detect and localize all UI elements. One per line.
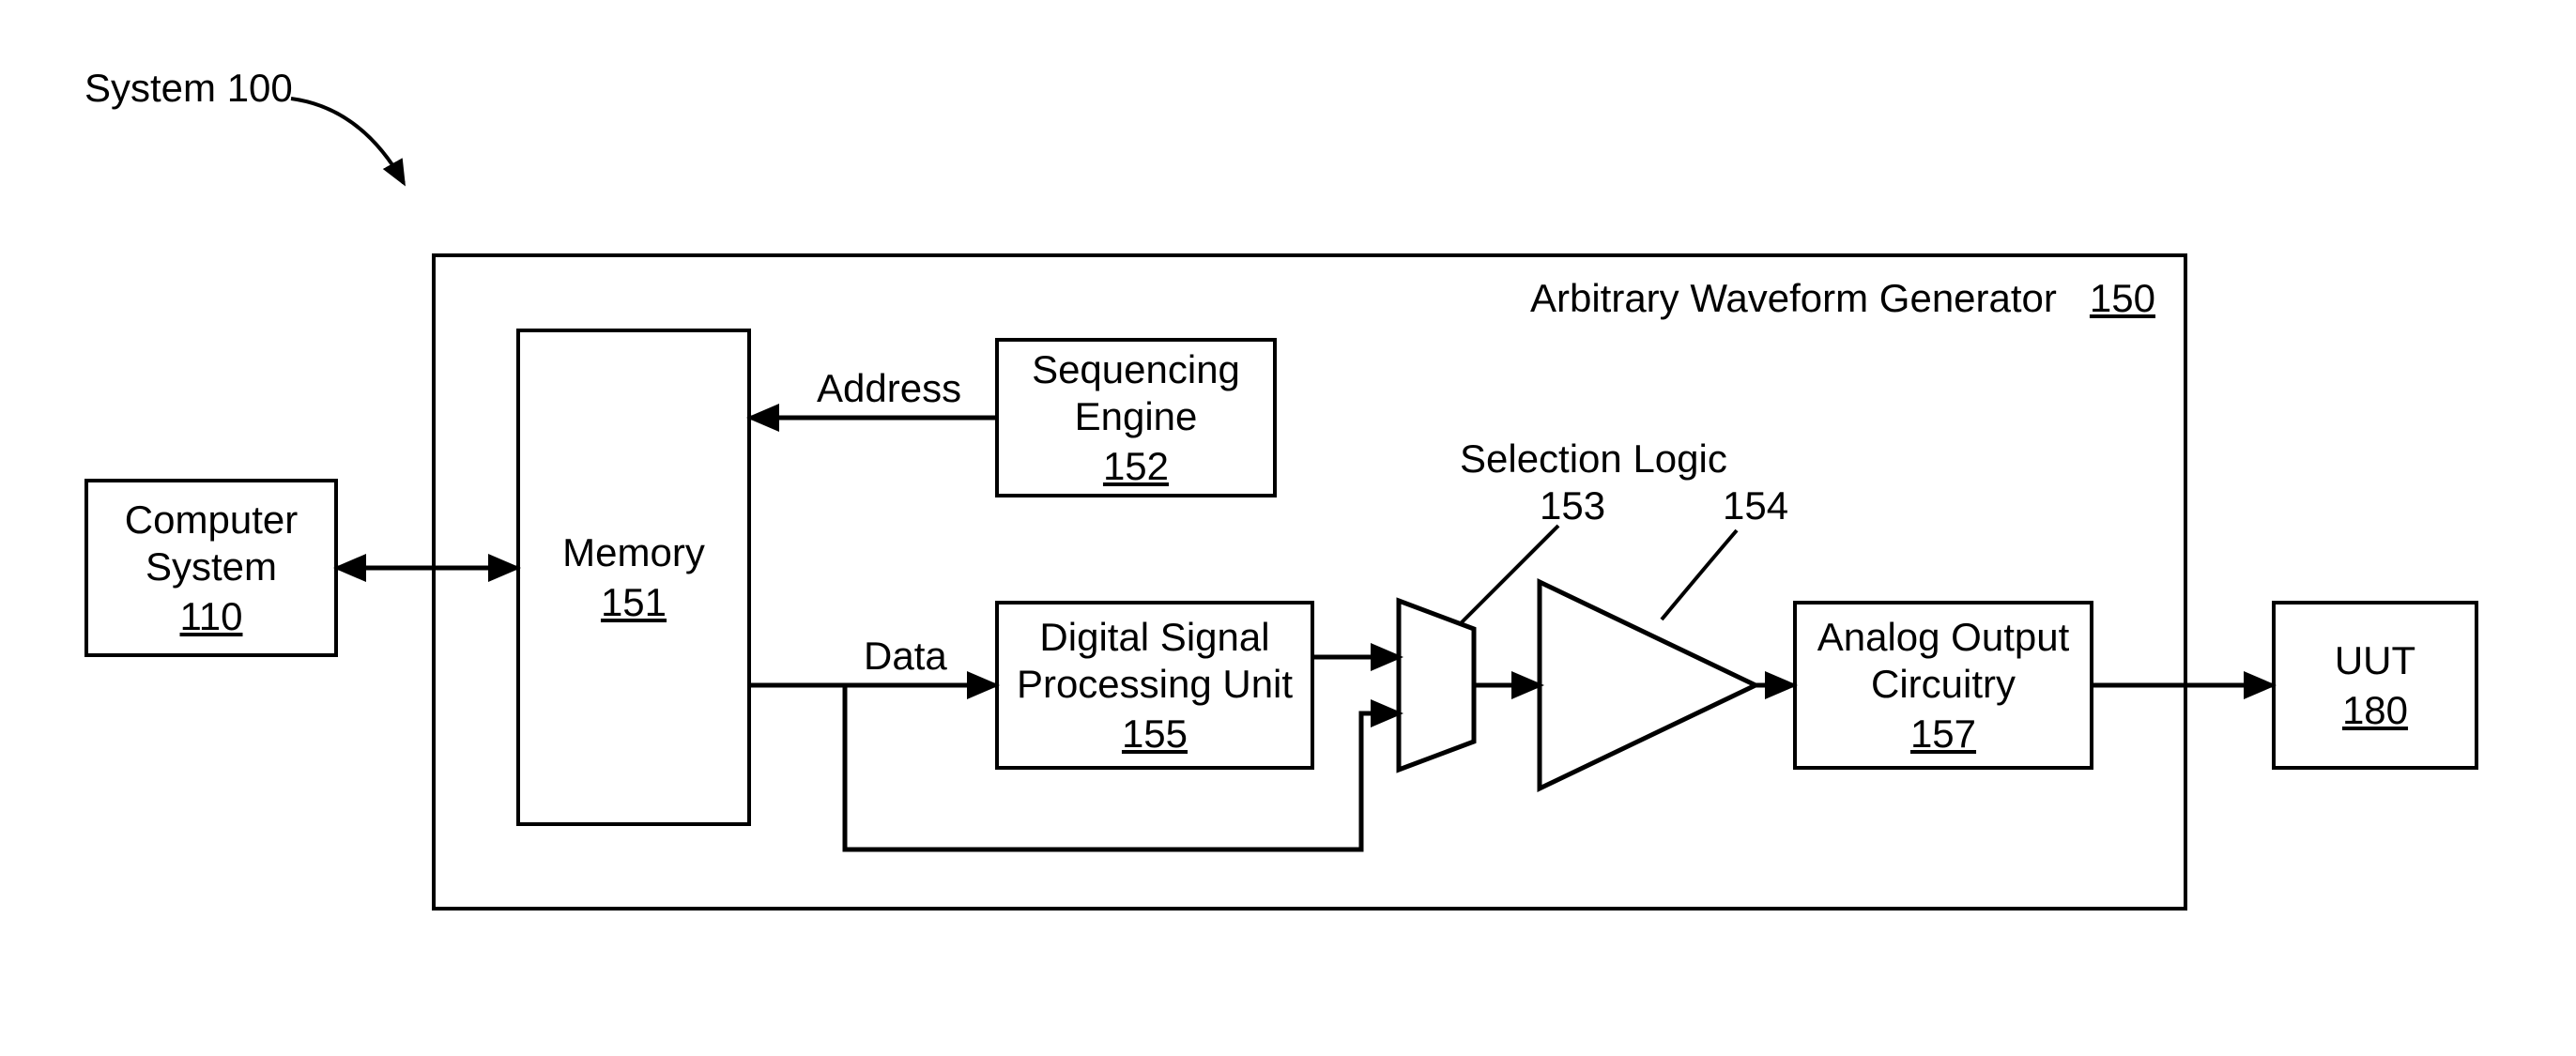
seq-num: 152: [1103, 444, 1169, 489]
sequencing-engine-block: Sequencing Engine 152: [995, 338, 1277, 497]
awg-title: Arbitrary Waveform Generator 150: [1530, 276, 2155, 321]
system-diagram: System 100 Arbitrary Waveform Generator …: [0, 0, 2576, 1056]
callout-title-arrow: [291, 99, 404, 183]
analog-num: 157: [1910, 712, 1976, 757]
diagram-title: System 100: [84, 66, 293, 111]
selection-logic-num: 153: [1540, 483, 1605, 528]
seq-line1: Sequencing: [1032, 346, 1240, 393]
data-label: Data: [864, 634, 947, 679]
cs-num: 110: [180, 594, 243, 639]
uut-line1: UUT: [2335, 637, 2415, 684]
title-text: System 100: [84, 66, 293, 110]
memory-block: Memory 151: [516, 329, 751, 826]
dsp-line2: Processing Unit: [1017, 661, 1293, 708]
analog-output-block: Analog Output Circuitry 157: [1793, 601, 2093, 770]
dac-text: DAC: [1563, 665, 1647, 710]
cs-line1: Computer: [125, 497, 298, 543]
analog-line1: Analog Output: [1817, 614, 2070, 661]
mem-num: 151: [601, 580, 667, 625]
uut-num: 180: [2342, 688, 2408, 733]
analog-line2: Circuitry: [1871, 661, 2016, 708]
sel-logic-text: Selection Logic: [1460, 436, 1727, 481]
dsp-num: 155: [1122, 712, 1188, 757]
awg-title-num: 150: [2090, 276, 2155, 320]
dsp-line1: Digital Signal: [1039, 614, 1269, 661]
uut-block: UUT 180: [2272, 601, 2478, 770]
selection-logic-label: Selection Logic: [1460, 436, 1727, 482]
dsp-block: Digital Signal Processing Unit 155: [995, 601, 1314, 770]
mem-line1: Memory: [562, 529, 705, 576]
address-label: Address: [817, 366, 961, 411]
awg-title-text: Arbitrary Waveform Generator: [1530, 276, 2057, 320]
cs-line2: System: [146, 543, 277, 590]
dac-num-label: 154: [1723, 483, 1788, 528]
computer-system-block: Computer System 110: [84, 479, 338, 657]
seq-line2: Engine: [1075, 393, 1198, 440]
